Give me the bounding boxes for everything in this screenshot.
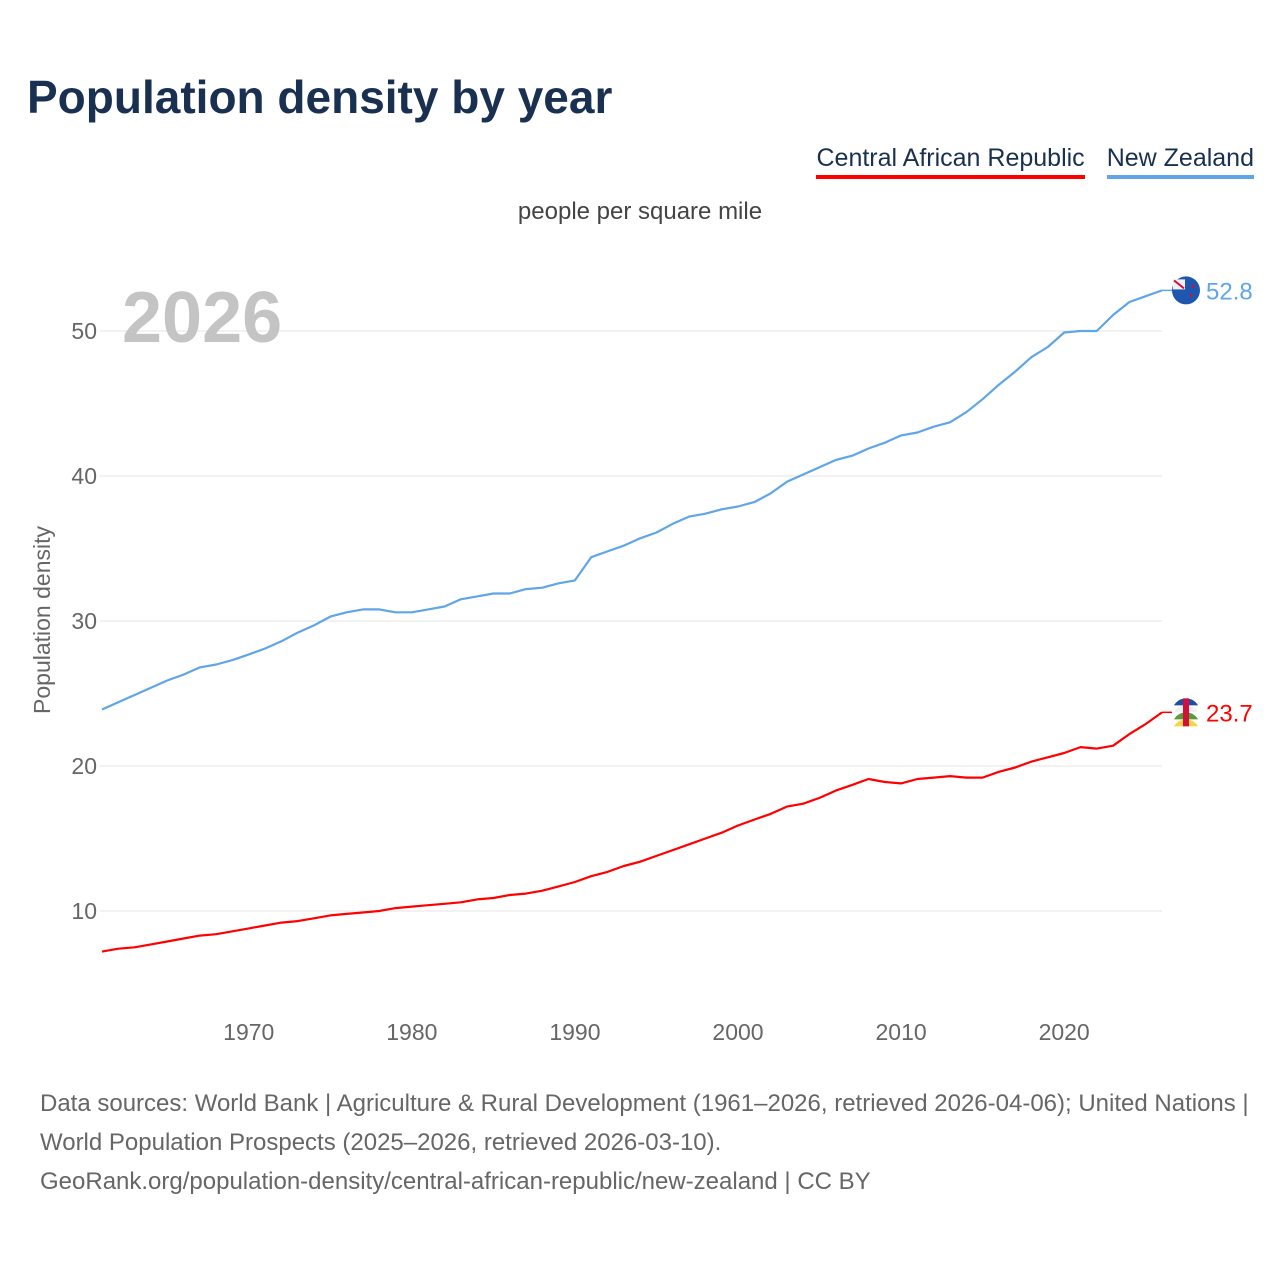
x-tick-label: 2000 xyxy=(712,1019,763,1045)
page-title: Population density by year xyxy=(27,71,613,123)
legend: Central African Republic New Zealand xyxy=(816,144,1254,179)
flag-cross xyxy=(1173,279,1185,290)
year-watermark: 2026 xyxy=(122,278,282,358)
legend-item-central-african-republic[interactable]: Central African Republic xyxy=(816,144,1085,179)
legend-item-new-zealand[interactable]: New Zealand xyxy=(1106,144,1254,179)
x-tick-label: 2010 xyxy=(875,1019,926,1045)
y-axis: 10 20 30 40 50 xyxy=(71,318,97,924)
new-zealand-flag-icon xyxy=(1172,276,1200,305)
unit-subtitle: people per square mile xyxy=(517,198,763,225)
y-tick-label: 50 xyxy=(71,318,97,344)
x-tick-label: 1990 xyxy=(549,1019,600,1045)
series-lines xyxy=(101,289,1163,953)
series-line-new-zealand xyxy=(101,289,1163,711)
flag-band xyxy=(1183,698,1189,727)
y-tick-label: 40 xyxy=(71,463,97,489)
y-tick-label: 30 xyxy=(71,608,97,634)
flag-star xyxy=(1191,284,1195,288)
central-african-republic-flag-icon xyxy=(1172,698,1200,727)
y-axis-label: Population density xyxy=(29,526,55,714)
grid xyxy=(100,330,1162,912)
source-link[interactable]: GeoRank.org/population-density/central-a… xyxy=(40,1168,871,1195)
end-value-label: 52.8 xyxy=(1206,278,1253,305)
end-labels: 23.7 52.8 xyxy=(1162,276,1253,727)
series-line-central-african-republic xyxy=(101,711,1163,953)
y-tick-label: 20 xyxy=(71,753,97,779)
data-sources: Data sources: World Bank | Agriculture &… xyxy=(40,1090,1249,1156)
flag-star xyxy=(1189,293,1193,297)
x-tick-label: 1970 xyxy=(223,1019,274,1045)
footer: Data sources: World Bank | Agriculture &… xyxy=(40,1084,1250,1201)
y-tick-label: 10 xyxy=(71,898,97,924)
x-tick-label: 1980 xyxy=(386,1019,437,1045)
end-value-label: 23.7 xyxy=(1206,700,1253,727)
x-tick-label: 2020 xyxy=(1039,1019,1090,1045)
x-axis: 1970 1980 1990 2000 2010 2020 xyxy=(223,1019,1090,1045)
